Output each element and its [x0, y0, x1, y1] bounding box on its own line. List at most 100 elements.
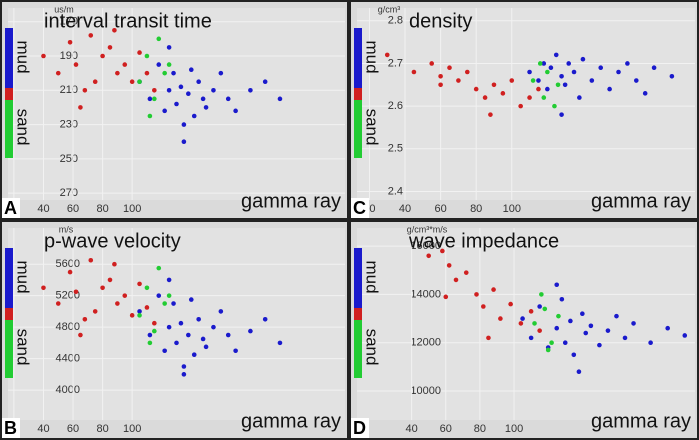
point	[55, 70, 61, 76]
legend-label: mud	[363, 40, 382, 73]
point	[474, 292, 479, 297]
point	[559, 112, 564, 117]
point	[174, 101, 179, 107]
panel-letter: B	[4, 418, 17, 438]
x-tick-label: 100	[505, 423, 523, 435]
point	[82, 87, 88, 93]
point	[562, 82, 568, 88]
point	[440, 248, 445, 254]
point	[88, 33, 94, 38]
point	[162, 348, 167, 354]
panel: 17019021023025027020406080100us/minterva…	[2, 2, 347, 218]
point	[166, 277, 172, 283]
point	[147, 332, 153, 338]
y-tick-label: 210	[60, 84, 78, 96]
chart-title: wave impedance	[408, 230, 559, 252]
point	[181, 139, 187, 145]
point	[181, 364, 187, 369]
point	[571, 352, 577, 358]
point	[554, 325, 560, 331]
point	[218, 70, 224, 76]
point	[152, 87, 157, 93]
point	[277, 96, 283, 102]
point	[262, 79, 268, 85]
point	[137, 313, 142, 318]
point	[122, 293, 128, 298]
point	[152, 96, 157, 102]
point	[488, 112, 493, 117]
legend-label: mud	[14, 260, 33, 293]
point	[411, 69, 417, 75]
point	[605, 328, 611, 333]
point	[166, 324, 172, 330]
point	[500, 91, 506, 96]
point	[112, 261, 117, 267]
point	[129, 313, 135, 318]
point	[536, 86, 541, 92]
point	[588, 323, 594, 329]
point	[144, 305, 150, 310]
point	[233, 348, 238, 354]
point	[532, 321, 537, 326]
point	[166, 87, 172, 93]
point	[559, 296, 565, 302]
legend-swatch	[5, 100, 13, 158]
point	[88, 257, 94, 263]
y-tick-label: 10000	[410, 385, 441, 397]
point	[178, 320, 184, 326]
point	[67, 39, 73, 45]
y-unit: m/s	[59, 224, 74, 234]
point	[181, 122, 187, 127]
y-tick-label: 2.8	[388, 15, 403, 27]
point	[443, 294, 449, 300]
y-tick-label: 16000	[410, 240, 441, 252]
point	[162, 301, 167, 306]
plot-area	[8, 228, 345, 420]
point	[426, 253, 431, 259]
legend-swatch	[5, 28, 13, 88]
point	[262, 316, 268, 322]
point	[211, 324, 216, 330]
x-tick-label: 60	[440, 423, 452, 435]
letter-bg	[2, 198, 20, 218]
point	[200, 336, 206, 342]
point	[277, 340, 283, 346]
y-tick-label: 2.6	[388, 100, 403, 112]
point	[211, 87, 216, 93]
point	[137, 79, 142, 85]
point	[188, 67, 194, 73]
x-tick-label: 100	[123, 203, 141, 215]
point	[576, 369, 582, 374]
point	[682, 333, 688, 338]
point	[553, 52, 559, 58]
x-tick-label: 40	[37, 203, 49, 215]
point	[577, 95, 582, 100]
point	[537, 328, 542, 333]
x-tick-label: 40	[37, 423, 49, 435]
point	[171, 70, 176, 76]
point	[545, 69, 550, 75]
y-tick-label: 2.7	[388, 57, 403, 69]
point	[144, 285, 150, 291]
point	[78, 332, 83, 338]
x-tick-label: 100	[123, 423, 141, 435]
point	[203, 105, 209, 110]
x-tick-label: 80	[96, 423, 108, 435]
point	[171, 301, 176, 306]
point	[481, 304, 486, 309]
point	[456, 78, 461, 83]
point	[100, 285, 105, 291]
panel: 2.42.52.62.72.820 40 60 80 100g/cm³densityga…	[351, 2, 697, 218]
y-tick-label: 12000	[410, 337, 441, 349]
point	[527, 95, 532, 100]
x-tick-label: 60	[434, 203, 446, 215]
point	[548, 65, 554, 71]
point	[669, 73, 675, 79]
legend-swatch	[5, 248, 13, 308]
point	[186, 91, 191, 97]
point	[447, 65, 452, 71]
point	[41, 53, 46, 59]
point	[225, 332, 231, 338]
point	[152, 320, 157, 326]
point	[486, 335, 491, 341]
